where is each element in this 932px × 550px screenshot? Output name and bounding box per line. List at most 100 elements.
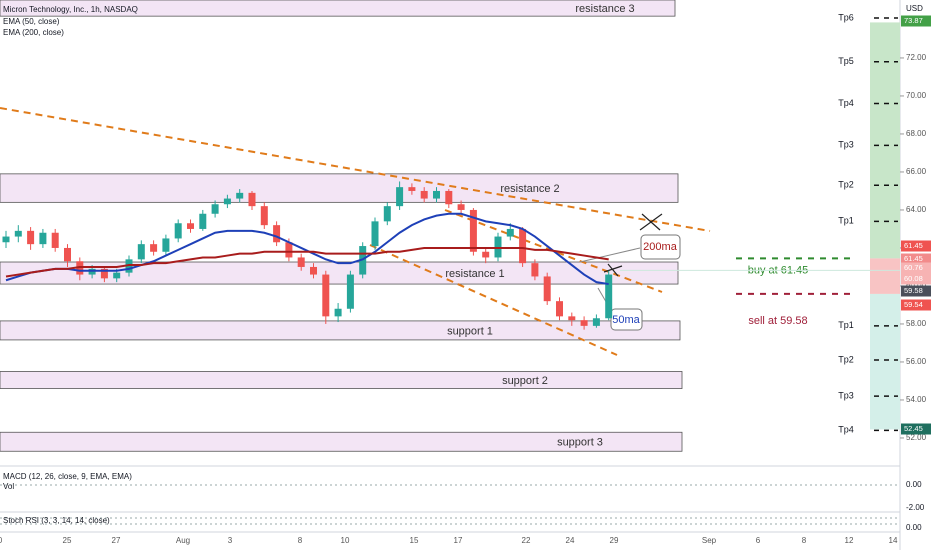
callout-line	[579, 247, 641, 263]
zone	[0, 173, 679, 203]
zone	[0, 320, 681, 341]
zone-label: resistance 3	[575, 3, 634, 15]
annotation: 50ma	[612, 314, 640, 326]
price-badge	[901, 15, 931, 27]
trend-line	[0, 107, 711, 232]
pane-title: MACD (12, 26, close, 9, EMA, EMA)	[3, 472, 132, 481]
candle-body	[445, 190, 453, 205]
candle-body	[334, 308, 342, 317]
x-tick-label: 14	[889, 536, 898, 545]
target-zone	[870, 258, 900, 294]
target-label: Tp2	[838, 354, 854, 364]
trend-lines	[0, 0, 901, 550]
candle-body	[223, 198, 231, 205]
pane-title: Vol	[3, 482, 14, 491]
trend-line	[369, 244, 618, 356]
y-tick-label: 54.00	[906, 395, 927, 404]
price-badge	[901, 423, 931, 435]
trend-line	[444, 209, 663, 293]
candle-body	[14, 230, 22, 237]
x-tick-label: 0	[0, 536, 3, 545]
candle-body	[260, 206, 268, 226]
candle-body	[420, 190, 428, 199]
legend-entry: EMA (200, close)	[3, 28, 64, 37]
target-label: Tp5	[838, 56, 854, 66]
x-tick-label: 27	[112, 536, 121, 545]
price-badge	[901, 285, 931, 297]
x-tick-label: 12	[845, 536, 854, 545]
candle-body	[39, 232, 47, 245]
x-tick-label: Aug	[176, 536, 190, 545]
zone	[0, 0, 676, 17]
zone	[0, 261, 679, 285]
ema-line	[5, 246, 609, 278]
cross-mark	[607, 263, 619, 277]
price-badge-label: 52.45	[904, 424, 923, 433]
legend-entry: EMA (50, close)	[3, 17, 60, 26]
candle-body	[137, 244, 145, 260]
y-tick-label: 72.00	[906, 53, 927, 62]
candle-body	[371, 221, 379, 247]
candle-body	[187, 223, 194, 229]
target-label: Tp1	[838, 320, 854, 330]
candle-body	[100, 268, 108, 279]
pane-axis-label: 0.00	[906, 523, 922, 532]
candle-body	[568, 316, 576, 321]
candle-body	[273, 225, 281, 243]
candle-body	[211, 204, 219, 214]
candle-body	[469, 209, 477, 252]
candle-body	[174, 223, 182, 239]
x-tick-label: Sep	[702, 536, 717, 545]
candle-body	[64, 247, 71, 262]
cross-mark	[603, 265, 623, 273]
y-tick-label: 58.00	[906, 319, 927, 328]
price-badge-label: 60.76	[904, 263, 923, 272]
cross-mark	[639, 213, 663, 231]
target-zone	[870, 293, 900, 430]
candle-body	[346, 274, 354, 309]
price-badge	[901, 253, 931, 265]
candle-body	[506, 228, 514, 237]
candle-body	[408, 187, 416, 191]
x-tick-label: 29	[610, 536, 619, 545]
zone-label: support 2	[502, 375, 548, 387]
target-label: Tp4	[838, 425, 854, 435]
zones: resistance 3 resistance 2 resistance 1 supp…	[0, 0, 683, 452]
y-tick-label: 52.00	[906, 433, 927, 442]
order-label: sell at 59.58	[748, 315, 807, 327]
price-badge-label: 59.58	[904, 286, 923, 295]
candle-body	[322, 274, 330, 317]
candle-body	[150, 244, 158, 252]
y-tick-label: 64.00	[906, 205, 927, 214]
price-badge-label: 60.08	[904, 274, 923, 283]
candle-body	[556, 301, 563, 317]
pane-title: Stoch RSI (3, 3, 14, 14, close)	[3, 516, 110, 525]
candle-body	[310, 266, 317, 275]
candle-body	[383, 206, 391, 222]
zone	[0, 371, 683, 389]
pane-axis-label: 0.00	[906, 480, 922, 489]
candle-body	[396, 187, 404, 207]
target-zone	[870, 22, 900, 259]
y-tick-label: 68.00	[906, 129, 927, 138]
annotation: 200ma	[643, 241, 678, 253]
target-label: Tp2	[838, 180, 854, 190]
price-badge	[901, 273, 931, 285]
price-badge	[901, 262, 931, 274]
candles	[2, 181, 613, 330]
target-label: Tp3	[838, 140, 854, 150]
price-badge	[901, 240, 931, 252]
pane-axis-label: -2.00	[906, 503, 925, 512]
price-badge-label: 73.87	[904, 16, 923, 25]
candle-body	[457, 204, 465, 210]
zone	[0, 431, 683, 452]
x-tick-label: 3	[228, 536, 233, 545]
candle-body	[482, 251, 490, 258]
price-badge-label: 59.54	[904, 300, 923, 309]
annotation-box	[640, 234, 681, 260]
y-tick-label: 70.00	[906, 91, 927, 100]
candle-body	[580, 320, 588, 326]
candle-body	[531, 263, 539, 277]
candle-body	[199, 213, 207, 229]
